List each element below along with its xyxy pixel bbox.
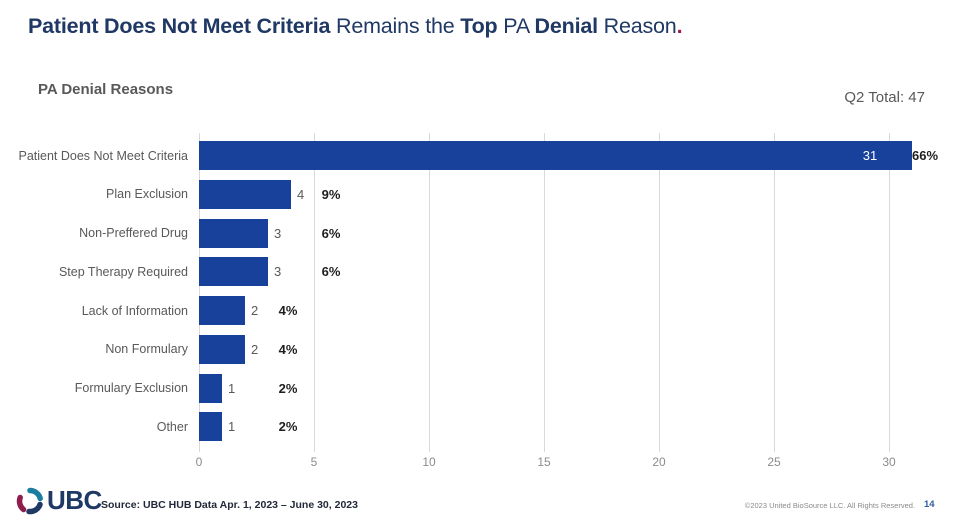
- category-label: Non-Preffered Drug: [79, 226, 188, 240]
- x-axis-tick-label: 5: [310, 455, 318, 469]
- gridline: [544, 133, 545, 452]
- bar: [199, 334, 245, 364]
- bar: [199, 141, 912, 170]
- gridline: [889, 133, 890, 452]
- title-segment: PA: [497, 14, 535, 38]
- bar-value-label: 2: [251, 341, 259, 357]
- bar-value-label: 31: [862, 148, 878, 163]
- title-segment: Patient Does Not Meet Criteria: [28, 14, 331, 38]
- bar-percent-label: 4%: [278, 341, 298, 357]
- x-axis-tick-label: 20: [652, 455, 666, 469]
- category-label: Plan Exclusion: [106, 187, 188, 202]
- copyright-note: ©2023 United BioSource LLC. All Rights R…: [744, 501, 915, 510]
- title-segment: Denial: [534, 14, 599, 38]
- title-segment: Reason: [597, 14, 677, 38]
- ubc-logo-text: UBC: [47, 485, 102, 515]
- bar-percent-label: 4%: [278, 303, 298, 318]
- category-label: Other: [156, 419, 188, 434]
- bar-value-label: 3: [274, 225, 282, 241]
- bar: [199, 412, 222, 442]
- gridline: [314, 133, 315, 452]
- x-axis-tick-label: 30: [882, 455, 896, 469]
- x-axis-tick-label: 25: [767, 455, 781, 469]
- gridline: [659, 133, 660, 452]
- title-segment: Top: [460, 14, 498, 38]
- category-label: Step Therapy Required: [58, 264, 188, 279]
- chart-title: PA Denial Reasons: [38, 81, 174, 98]
- page-number: 14: [924, 499, 935, 510]
- bar: [199, 373, 222, 403]
- page-title: Patient Does Not Meet Criteria Remains t…: [28, 14, 683, 39]
- category-label: Patient Does Not Meet Criteria: [18, 148, 188, 163]
- bar: [199, 257, 268, 287]
- x-axis-tick-label: 0: [195, 455, 203, 469]
- bar-percent-label: 6%: [321, 264, 341, 280]
- bar-percent-label: 2%: [278, 380, 298, 396]
- gridline: [199, 133, 200, 452]
- x-axis-tick-label: 15: [537, 455, 551, 469]
- category-label: Formulary Exclusion: [74, 381, 188, 395]
- source-note: Source: UBC HUB Data Apr. 1, 2023 – June…: [101, 499, 358, 511]
- q2-total-label: Q2 Total: 47: [844, 89, 925, 106]
- gridline: [774, 133, 775, 452]
- bar-percent-label: 6%: [321, 225, 341, 241]
- title-segment: Remains the: [330, 14, 461, 38]
- category-label: Lack of Information: [81, 303, 188, 318]
- bar-value-label: 1: [228, 419, 236, 435]
- bar-percent-label: 9%: [321, 186, 341, 202]
- bar: [199, 296, 245, 325]
- bar-value-label: 2: [251, 303, 259, 318]
- title-segment: .: [676, 14, 683, 38]
- bar: [199, 218, 268, 248]
- bar-percent-label: 66%: [911, 148, 939, 163]
- bar-percent-label: 2%: [278, 419, 298, 435]
- bar-value-label: 4: [297, 186, 305, 202]
- bar: [199, 179, 291, 209]
- bar-value-label: 3: [274, 264, 282, 280]
- gridline: [429, 133, 430, 452]
- ubc-logo-icon: [16, 487, 44, 520]
- bar-value-label: 1: [228, 380, 236, 396]
- x-axis-tick-label: 10: [422, 455, 436, 469]
- category-label: Non Formulary: [105, 342, 188, 357]
